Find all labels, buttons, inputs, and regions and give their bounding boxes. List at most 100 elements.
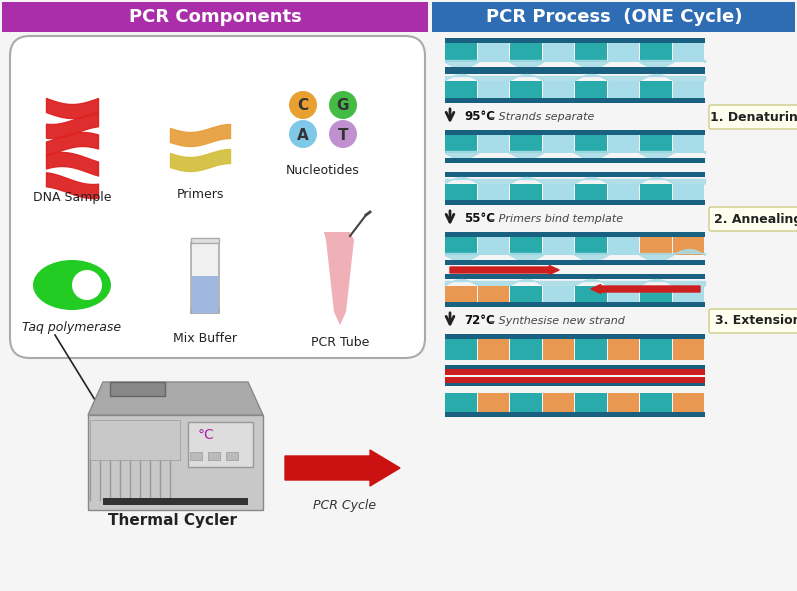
Text: PCR Tube: PCR Tube [311,336,369,349]
Bar [103,498,248,505]
Bar [478,339,509,360]
Bar [608,237,639,255]
Text: 55°C: 55°C [464,213,495,226]
Text: 72°C: 72°C [464,314,495,327]
Text: °C: °C [198,428,214,442]
Wedge shape [192,300,218,313]
Text: DNA Sample: DNA Sample [33,191,112,204]
Bar [478,237,509,255]
Bar [511,135,542,153]
Bar [446,393,477,414]
Bar [192,276,218,313]
Bar [575,135,607,153]
Bar [673,184,705,202]
Text: PCR Cycle: PCR Cycle [313,498,376,511]
Bar [445,200,705,205]
Bar [445,334,705,339]
Bar [445,365,705,370]
Bar [445,381,705,386]
Bar [445,274,705,279]
Bar [445,377,705,383]
Bar [543,237,575,255]
Bar [446,237,477,255]
Polygon shape [326,240,354,312]
Text: G: G [337,99,349,113]
Bar [511,81,542,100]
FancyArrow shape [450,265,559,274]
Bar [478,393,509,414]
Polygon shape [88,382,263,415]
Text: 1. Denaturing: 1. Denaturing [709,111,797,124]
Bar [478,81,509,100]
Bar [188,422,253,467]
Polygon shape [324,232,354,240]
Bar [641,339,672,360]
Text: Thermal Cycler: Thermal Cycler [108,512,238,528]
Circle shape [329,91,357,119]
Bar [191,238,219,243]
Bar [2,2,428,32]
Text: 2. Annealing: 2. Annealing [714,213,797,226]
Bar [445,158,705,163]
Text: 3. Extension: 3. Extension [715,314,797,327]
Bar [478,43,509,62]
Bar [445,412,705,417]
Bar [208,452,220,460]
FancyArrow shape [591,284,700,294]
Bar [608,393,639,414]
Bar [478,135,509,153]
Text: A: A [297,128,309,142]
Text: Mix Buffer: Mix Buffer [173,332,237,345]
Bar [445,67,705,72]
Text: 95°C: 95°C [464,111,495,124]
Polygon shape [334,312,346,325]
Bar [110,382,165,396]
Bar [641,135,672,153]
Bar [478,286,509,304]
Bar [641,286,672,304]
Bar [575,184,607,202]
Bar [446,135,477,153]
Bar [543,135,575,153]
Bar [673,237,705,255]
Bar [608,286,639,304]
Text: Nucleotides: Nucleotides [286,164,360,177]
Bar [445,172,705,177]
Bar [190,452,202,460]
Bar [511,237,542,255]
Bar [226,452,238,460]
FancyArrow shape [285,450,400,486]
Bar [511,339,542,360]
Wedge shape [191,299,219,313]
Bar [432,2,795,32]
Text: – Synthesise new strand: – Synthesise new strand [486,316,625,326]
Bar [445,232,705,237]
Text: Taq polymerase: Taq polymerase [22,320,122,333]
Bar [575,81,607,100]
Bar [641,184,672,202]
Bar [446,339,477,360]
Bar [445,369,705,375]
Bar [673,286,705,304]
Bar [88,415,263,510]
Bar [641,237,672,255]
Bar [641,393,672,414]
Bar [446,184,477,202]
Bar [445,130,705,135]
Bar [446,81,477,100]
FancyBboxPatch shape [709,207,797,231]
Text: – Strands separate: – Strands separate [486,112,595,122]
Bar [446,286,477,304]
Bar [608,339,639,360]
Bar [641,43,672,62]
Bar [445,260,705,265]
Bar [543,286,575,304]
Bar [673,339,705,360]
Bar [90,420,180,460]
Text: PCR Process  (ONE Cycle): PCR Process (ONE Cycle) [485,8,742,26]
Bar [575,43,607,62]
Bar [575,286,607,304]
Bar [445,302,705,307]
Bar [445,69,705,74]
Bar [511,184,542,202]
